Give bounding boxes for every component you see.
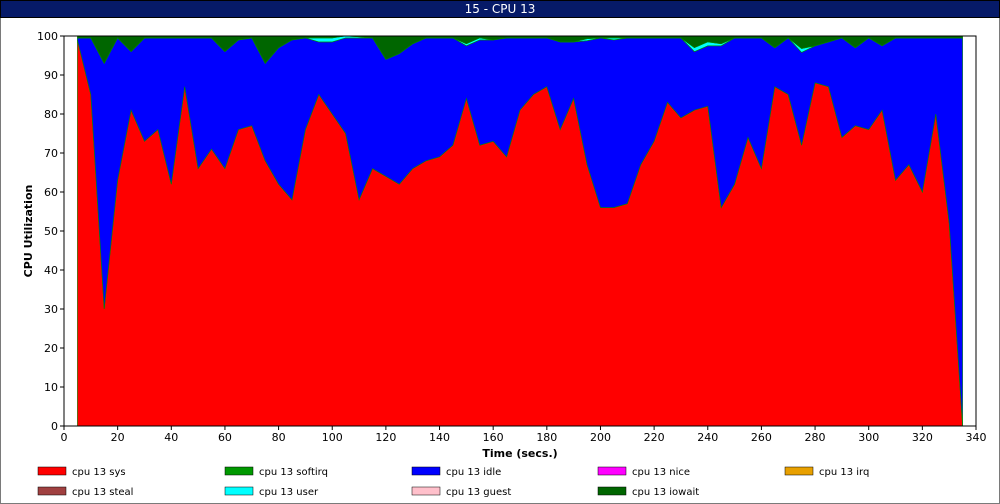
x-tick-label: 200 <box>590 431 611 444</box>
legend-swatch <box>784 466 814 476</box>
legend-swatch <box>37 486 67 496</box>
x-tick-label: 340 <box>966 431 987 444</box>
x-tick-label: 300 <box>858 431 879 444</box>
y-tick-label: 10 <box>44 381 58 394</box>
x-tick-label: 160 <box>483 431 504 444</box>
x-tick-label: 140 <box>429 431 450 444</box>
y-tick-label: 50 <box>44 225 58 238</box>
legend: cpu 13 sys cpu 13 softirq cpu 13 idle cpu 1… <box>37 466 869 498</box>
x-tick-label: 240 <box>697 431 718 444</box>
legend-swatch <box>37 466 67 476</box>
y-tick-label: 0 <box>51 420 58 433</box>
x-tick-label: 180 <box>536 431 557 444</box>
legend-label: cpu 13 softirq <box>259 467 328 478</box>
x-tick-label: 320 <box>912 431 933 444</box>
y-tick-label: 30 <box>44 303 58 316</box>
legend-swatch <box>411 466 441 476</box>
legend-label: cpu 13 idle <box>446 467 501 478</box>
y-tick-label: 70 <box>44 147 58 160</box>
legend-swatch <box>597 486 627 496</box>
x-tick-label: 40 <box>164 431 178 444</box>
x-axis-ticks: 0 20 40 60 80 100 120 140 160 180 200 220 240 260 280 3… <box>61 426 987 444</box>
legend-swatch <box>597 466 627 476</box>
legend-label: cpu 13 guest <box>446 487 511 498</box>
x-tick-label: 80 <box>272 431 286 444</box>
legend-label: cpu 13 sys <box>72 467 126 478</box>
legend-swatch <box>224 466 254 476</box>
legend-label: cpu 13 user <box>259 487 319 498</box>
y-axis-label: CPU Utilization <box>22 185 35 278</box>
y-axis-ticks: 0 10 20 30 40 50 60 70 80 90 100 <box>37 30 64 433</box>
legend-label: cpu 13 iowait <box>632 487 699 498</box>
x-axis-label: Time (secs.) <box>482 447 557 460</box>
legend-label: cpu 13 nice <box>632 467 690 478</box>
x-tick-label: 60 <box>218 431 232 444</box>
window-title: 15 - CPU 13 <box>0 0 1000 18</box>
x-tick-label: 0 <box>61 431 68 444</box>
y-tick-label: 90 <box>44 69 58 82</box>
area-layers <box>77 35 963 427</box>
y-tick-label: 20 <box>44 342 58 355</box>
y-tick-label: 100 <box>37 30 58 43</box>
legend-swatch <box>411 486 441 496</box>
y-tick-label: 80 <box>44 108 58 121</box>
x-tick-label: 100 <box>322 431 343 444</box>
x-tick-label: 220 <box>644 431 665 444</box>
y-tick-label: 60 <box>44 186 58 199</box>
x-tick-label: 120 <box>375 431 396 444</box>
x-tick-label: 260 <box>751 431 772 444</box>
legend-label: cpu 13 irq <box>819 467 869 478</box>
legend-swatch <box>224 486 254 496</box>
x-tick-label: 20 <box>111 431 125 444</box>
y-tick-label: 40 <box>44 264 58 277</box>
x-tick-label: 280 <box>805 431 826 444</box>
legend-label: cpu 13 steal <box>72 487 133 498</box>
